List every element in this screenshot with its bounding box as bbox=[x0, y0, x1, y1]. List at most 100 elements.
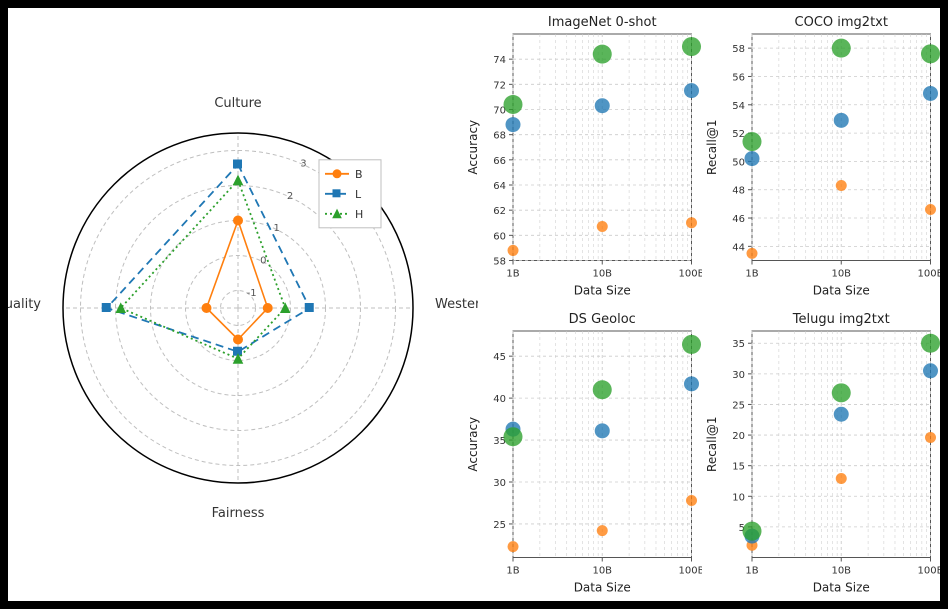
xtick: 100B bbox=[917, 565, 940, 576]
ytick: 60 bbox=[493, 231, 506, 242]
radar-axis-label: Culture bbox=[214, 96, 261, 111]
xtick: 100B bbox=[917, 269, 940, 280]
chart-title: ImageNet 0-shot bbox=[548, 15, 657, 30]
point-H bbox=[682, 37, 701, 56]
radar-tick: 1 bbox=[273, 223, 279, 234]
radar-tick: 2 bbox=[287, 191, 293, 202]
ylabel: Recall@1 bbox=[705, 120, 719, 175]
point-B bbox=[835, 180, 846, 191]
ytick: 58 bbox=[732, 44, 745, 55]
scatter-3: 51015202530351B10B100BTelugu img2txtReca… bbox=[702, 305, 941, 602]
point-L bbox=[923, 86, 938, 101]
xlabel: Data Size bbox=[812, 580, 869, 594]
ytick: 30 bbox=[493, 478, 506, 489]
scatter-1: 44464850525456581B10B100BCOCO img2txtRec… bbox=[702, 8, 941, 305]
ytick: 64 bbox=[493, 181, 506, 192]
point-H bbox=[921, 44, 940, 63]
radar-series-H bbox=[121, 180, 286, 359]
point-L bbox=[744, 151, 759, 166]
radar-axis-label: Multilinguality bbox=[8, 297, 41, 312]
point-L bbox=[506, 117, 521, 132]
ytick: 40 bbox=[493, 394, 506, 405]
point-H bbox=[504, 95, 523, 114]
point-L bbox=[595, 98, 610, 113]
point-H bbox=[682, 334, 701, 353]
scatter-grid: 5860626466687072741B10B100BImageNet 0-sh… bbox=[463, 8, 940, 601]
radar-legend: BLH bbox=[319, 160, 381, 228]
chart-title: COCO img2txt bbox=[794, 15, 887, 30]
ytick: 35 bbox=[732, 339, 745, 350]
point-H bbox=[593, 380, 612, 399]
point-B bbox=[597, 525, 608, 536]
legend-label-H: H bbox=[355, 208, 363, 221]
legend-label-B: B bbox=[355, 168, 363, 181]
xtick: 1B bbox=[506, 269, 519, 280]
xtick: 10B bbox=[831, 269, 851, 280]
point-H bbox=[831, 39, 850, 58]
point-H bbox=[831, 383, 850, 402]
point-B bbox=[508, 541, 519, 552]
ytick: 74 bbox=[493, 55, 506, 66]
ytick: 25 bbox=[732, 400, 745, 411]
ytick: 62 bbox=[493, 206, 506, 217]
point-L bbox=[833, 113, 848, 128]
point-L bbox=[923, 363, 938, 378]
point-B bbox=[925, 432, 936, 443]
radar-tick: -1 bbox=[247, 288, 257, 299]
xtick: 100B bbox=[679, 565, 702, 576]
point-H bbox=[742, 521, 761, 540]
ytick: 66 bbox=[493, 156, 506, 167]
ytick: 30 bbox=[732, 369, 745, 380]
xtick: 1B bbox=[745, 269, 758, 280]
xtick: 1B bbox=[745, 565, 758, 576]
ytick: 25 bbox=[493, 519, 506, 530]
xtick: 100B bbox=[679, 269, 702, 280]
point-H bbox=[593, 45, 612, 64]
ytick: 44 bbox=[732, 242, 745, 253]
legend-label-L: L bbox=[355, 188, 362, 201]
point-L bbox=[684, 376, 699, 391]
point-H bbox=[742, 132, 761, 151]
radar-chart: -10123CultureWesternFairnessMultilingual… bbox=[8, 8, 478, 601]
point-H bbox=[921, 333, 940, 352]
point-L bbox=[833, 406, 848, 421]
xlabel: Data Size bbox=[574, 580, 631, 594]
ytick: 56 bbox=[732, 72, 745, 83]
xtick: 10B bbox=[831, 565, 851, 576]
ytick: 50 bbox=[732, 157, 745, 168]
xtick: 10B bbox=[592, 269, 612, 280]
ytick: 15 bbox=[732, 461, 745, 472]
chart-title: Telugu img2txt bbox=[791, 312, 889, 327]
ytick: 46 bbox=[732, 214, 745, 225]
point-L bbox=[684, 83, 699, 98]
point-B bbox=[597, 221, 608, 232]
point-B bbox=[686, 217, 697, 228]
chart-title: DS Geoloc bbox=[569, 312, 636, 327]
ytick: 72 bbox=[493, 80, 506, 91]
point-H bbox=[504, 427, 523, 446]
figure-panel: -10123CultureWesternFairnessMultilingual… bbox=[8, 8, 940, 601]
xtick: 10B bbox=[592, 565, 612, 576]
ytick: 58 bbox=[493, 257, 506, 268]
radar-tick: 3 bbox=[300, 158, 306, 169]
ylabel: Recall@1 bbox=[705, 416, 719, 471]
xtick: 1B bbox=[506, 565, 519, 576]
xlabel: Data Size bbox=[574, 284, 631, 298]
point-B bbox=[686, 494, 697, 505]
scatter-2: 25303540451B10B100BDS GeolocAccuracyData… bbox=[463, 305, 702, 602]
point-L bbox=[595, 423, 610, 438]
point-B bbox=[508, 245, 519, 256]
ytick: 48 bbox=[732, 186, 745, 197]
radar-axis-label: Fairness bbox=[212, 506, 265, 521]
ytick: 68 bbox=[493, 131, 506, 142]
ytick: 20 bbox=[732, 431, 745, 442]
ytick: 45 bbox=[493, 352, 506, 363]
ylabel: Accuracy bbox=[466, 416, 480, 471]
ytick: 54 bbox=[732, 101, 745, 112]
ylabel: Accuracy bbox=[466, 120, 480, 175]
point-B bbox=[835, 473, 846, 484]
ytick: 10 bbox=[732, 492, 745, 503]
point-B bbox=[925, 204, 936, 215]
xlabel: Data Size bbox=[812, 284, 869, 298]
scatter-0: 5860626466687072741B10B100BImageNet 0-sh… bbox=[463, 8, 702, 305]
